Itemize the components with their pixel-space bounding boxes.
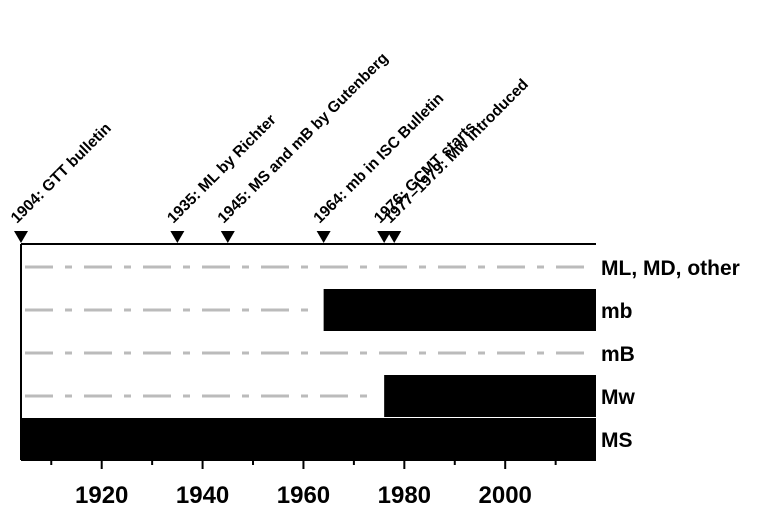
- x-tick-label: 1960: [277, 482, 330, 509]
- x-tick-label: 2000: [479, 482, 532, 509]
- row-1: ML, MD, other: [25, 257, 740, 280]
- x-tick-label: 1980: [378, 482, 431, 509]
- x-tick-label: 1940: [176, 482, 229, 509]
- event-1904: 1904: GTT bulletin: [8, 120, 115, 243]
- row-label: Mw: [601, 386, 635, 409]
- event-markers: 1904: GTT bulletin 1935: ML by Richter194…: [8, 50, 532, 243]
- coverage-bar: [384, 375, 596, 417]
- row-4: Mw: [25, 375, 635, 417]
- event-marker-triangle: [14, 231, 28, 243]
- event-label: 1977–1979: Mw introduced: [381, 76, 532, 227]
- event-marker-triangle: [220, 231, 235, 243]
- event-marker-triangle: [377, 231, 392, 243]
- row-5: MS: [21, 418, 633, 460]
- event-marker-triangle: [387, 231, 402, 243]
- coverage-bar: [323, 289, 596, 331]
- plot-frame: [20, 243, 596, 461]
- row-label: MS: [601, 429, 633, 452]
- row-label: mB: [601, 343, 635, 366]
- event-marker-triangle: [170, 231, 185, 243]
- event-label: 1904: GTT bulletin: [8, 120, 115, 227]
- row-label: mb: [601, 300, 633, 323]
- row-3: mB: [25, 343, 635, 366]
- coverage-bar: [21, 418, 596, 460]
- event-marker-triangle: [316, 231, 331, 243]
- row-2: mb: [25, 289, 633, 331]
- rows-layer: ML, MD, other mb mB Mw MS: [21, 257, 740, 460]
- x-tick-label: 1920: [75, 482, 128, 509]
- row-label: ML, MD, other: [601, 257, 740, 280]
- x-axis: 1920 1940 1960 1980 2000: [50, 460, 557, 509]
- event-1978: 1977–1979: Mw introduced: [381, 76, 532, 243]
